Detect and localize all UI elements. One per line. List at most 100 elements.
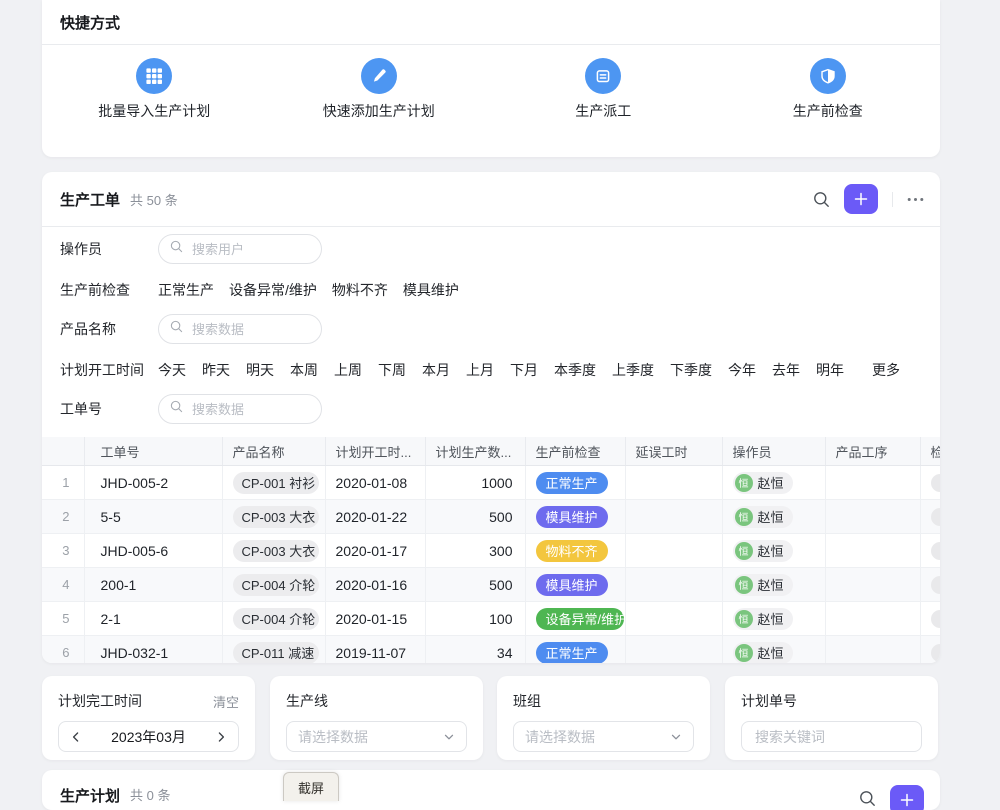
screenshot-button-label: 截屏 xyxy=(297,780,324,796)
month-picker[interactable]: 2023年03月 xyxy=(58,721,239,752)
shortcuts-title-row: 快捷方式 xyxy=(42,0,940,45)
production-plans-card: 生产计划 共 0 条 xyxy=(42,770,940,810)
operator-tag: 恒 赵恒 xyxy=(732,641,793,663)
operator-search-box[interactable] xyxy=(158,234,322,264)
plans-toolbar xyxy=(859,785,924,810)
shortcut-item[interactable]: 批量导入生产计划 xyxy=(42,58,267,121)
quantity-cell: 34 xyxy=(425,635,526,663)
shortcut-item[interactable]: 生产前检查 xyxy=(716,58,941,121)
start-date-cell: 2020-01-16 xyxy=(325,567,426,602)
process-cell xyxy=(825,567,921,602)
precheck-cell: 设备异常/维护 xyxy=(525,601,626,636)
filter-option[interactable]: 去年 xyxy=(772,362,800,378)
operator-name: 赵恒 xyxy=(757,612,784,627)
avatar: 恒 xyxy=(734,643,753,662)
filter-option[interactable]: 本季度 xyxy=(554,362,596,378)
order-no-search-box[interactable] xyxy=(158,394,322,424)
filter-option[interactable]: 本月 xyxy=(422,362,450,378)
column-header: 产品名称 xyxy=(222,437,326,466)
order-no-search-input[interactable] xyxy=(190,400,310,418)
team-select[interactable]: 请选择数据 xyxy=(513,721,694,752)
filter-option[interactable]: 今年 xyxy=(728,362,756,378)
chevron-down-icon xyxy=(443,731,455,743)
filter-option[interactable]: 上周 xyxy=(334,362,362,378)
filter-option[interactable]: 上月 xyxy=(466,362,494,378)
plan-number-input[interactable] xyxy=(753,727,910,746)
table-row[interactable]: 2 5-5 CP-003 大衣 2020-01-22 500 模具维护 恒 赵恒 xyxy=(42,499,940,534)
avatar: 恒 xyxy=(734,609,753,628)
add-record-button[interactable] xyxy=(890,785,924,810)
operator-cell: 恒 赵恒 xyxy=(722,601,826,636)
filter-option[interactable]: 设备异常/维护 xyxy=(229,282,317,298)
clipped-avatar xyxy=(930,643,939,662)
search-icon[interactable] xyxy=(813,191,830,208)
product-tag: CP-001 衬衫 xyxy=(232,471,319,494)
product-search-input[interactable] xyxy=(190,320,310,338)
more-options-button[interactable]: 更多 xyxy=(872,362,900,378)
chevron-left-icon[interactable] xyxy=(70,731,82,743)
filter-option[interactable]: 物料不齐 xyxy=(331,282,388,298)
clipped-avatar xyxy=(930,575,939,594)
table-row[interactable]: 4 200-1 CP-004 介轮 2020-01-16 500 模具维护 恒 赵恒 xyxy=(42,567,940,602)
ellipsis-icon[interactable] xyxy=(907,197,924,202)
work-orders-card: 生产工单 共 50 条 操作员 生产前检查 正常生产设备异常/维护物料不齐模具维… xyxy=(42,172,940,663)
filter-option[interactable]: 本周 xyxy=(290,362,318,378)
operator-name: 赵恒 xyxy=(757,578,784,593)
filter-label: 操作员 xyxy=(60,241,102,257)
operator-tag: 恒 赵恒 xyxy=(732,471,793,494)
toolbar-divider xyxy=(892,191,893,207)
table-row[interactable]: 6 JHD-032-1 CP-011 减速 2019-11-07 34 正常生产 恒 赵恒 xyxy=(42,635,940,663)
filter-option[interactable]: 明年 xyxy=(816,362,844,378)
filter-option[interactable]: 模具维护 xyxy=(402,282,459,298)
production-line-label: 生产线 xyxy=(286,693,328,709)
filter-option[interactable]: 明天 xyxy=(246,362,274,378)
process-cell xyxy=(825,499,921,534)
operator-tag: 恒 赵恒 xyxy=(732,573,793,596)
filter-label: 工单号 xyxy=(60,401,102,417)
add-record-button[interactable] xyxy=(844,184,878,214)
operator-tag: 恒 赵恒 xyxy=(732,539,793,562)
select-placeholder: 请选择数据 xyxy=(525,728,595,745)
filter-option[interactable]: 上季度 xyxy=(612,362,654,378)
table-row[interactable]: 5 2-1 CP-004 介轮 2020-01-15 100 设备异常/维护 恒 赵恒 xyxy=(42,601,940,636)
screenshot-button[interactable]: 截屏 xyxy=(283,772,339,801)
product-cell: CP-003 大衣 xyxy=(222,533,326,568)
product-search-box[interactable] xyxy=(158,314,322,344)
filter-row-operator: 操作员 xyxy=(60,234,922,264)
operator-cell: 恒 赵恒 xyxy=(722,567,826,602)
shortcuts-card: 快捷方式 批量导入生产计划 快速添加生产计划 生产派工 生产前检查 xyxy=(42,0,940,157)
clipped-cell xyxy=(920,533,940,568)
production-line-select[interactable]: 请选择数据 xyxy=(286,721,467,752)
shortcut-item[interactable]: 快速添加生产计划 xyxy=(267,58,492,121)
precheck-cell: 正常生产 xyxy=(525,635,626,663)
filter-option[interactable]: 正常生产 xyxy=(158,282,214,298)
column-header: 产品工序 xyxy=(825,437,921,466)
operator-search-input[interactable] xyxy=(190,240,310,258)
chevron-down-icon xyxy=(670,731,682,743)
table-row[interactable]: 1 JHD-005-2 CP-001 衬衫 2020-01-08 1000 正常生产 恒 … xyxy=(42,465,940,500)
select-placeholder: 请选择数据 xyxy=(298,728,368,745)
plans-title: 生产计划 xyxy=(60,788,121,805)
team-card: 班组 请选择数据 xyxy=(497,676,710,760)
shortcut-item[interactable]: 生产派工 xyxy=(491,58,716,121)
product-cell: CP-011 减速 xyxy=(222,635,326,663)
plan-number-input-box[interactable] xyxy=(741,721,922,752)
filter-option[interactable]: 下周 xyxy=(378,362,406,378)
chevron-right-icon[interactable] xyxy=(215,731,227,743)
search-icon xyxy=(170,320,183,338)
filter-row-precheck: 生产前检查 正常生产 设备异常/维护 物料不齐 模具维护 xyxy=(60,280,922,300)
operator-cell: 恒 赵恒 xyxy=(722,465,826,500)
clipped-avatar xyxy=(930,507,939,526)
filter-option[interactable]: 今天 xyxy=(158,362,186,378)
table-row[interactable]: 3 JHD-005-6 CP-003 大衣 2020-01-17 300 物料不齐 恒 赵… xyxy=(42,533,940,568)
avatar: 恒 xyxy=(734,507,753,526)
plan-finish-label: 计划完工时间 xyxy=(58,693,142,709)
shortcut-label: 生产派工 xyxy=(575,103,632,119)
filter-option[interactable]: 昨天 xyxy=(202,362,230,378)
month-picker-value: 2023年03月 xyxy=(111,728,186,745)
filter-option[interactable]: 下月 xyxy=(510,362,538,378)
clear-button[interactable]: 清空 xyxy=(212,694,239,710)
filter-option[interactable]: 下季度 xyxy=(670,362,712,378)
search-icon[interactable] xyxy=(859,790,876,807)
precheck-cell: 模具维护 xyxy=(525,499,626,534)
